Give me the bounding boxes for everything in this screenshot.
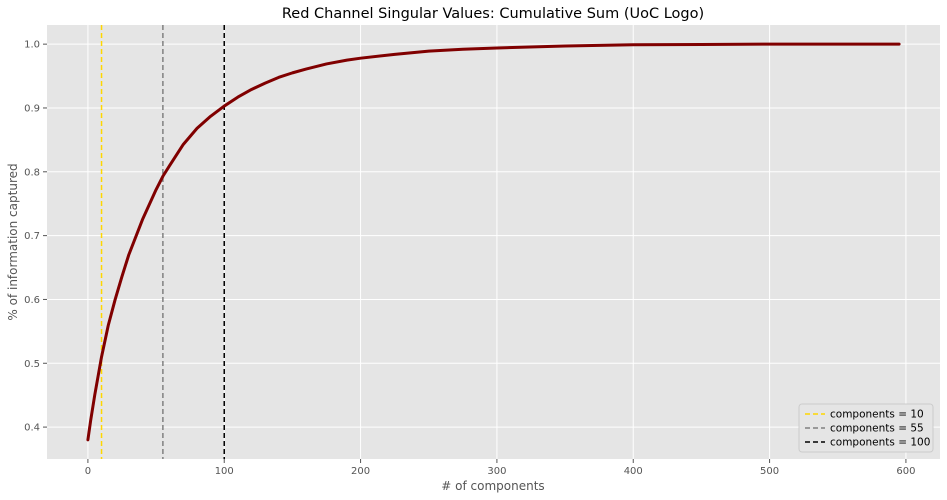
y-tick-label: 1.0 — [24, 40, 40, 51]
legend: components = 10 components = 55 components… — [798, 403, 934, 453]
y-tick-label: 0.9 — [24, 103, 40, 114]
x-axis-label: # of components — [441, 479, 544, 493]
reference-lines — [100, 25, 225, 459]
legend-entry-label: components = 100 — [830, 437, 930, 449]
x-axis-ticks: 0 100 200 300 400 500 600 — [85, 459, 915, 477]
y-tick-label: 0.8 — [24, 167, 40, 178]
series-layer — [86, 42, 901, 442]
x-tick-label: 400 — [624, 466, 643, 477]
legend-entry-label: components = 10 — [830, 409, 924, 421]
y-tick-label: 0.4 — [24, 423, 40, 434]
legend-box — [798, 403, 934, 453]
x-tick-label: 200 — [351, 466, 370, 477]
plot-area — [47, 25, 940, 459]
chart-title: Red Channel Singular Values: Cumulative … — [282, 6, 704, 22]
x-tick-label: 0 — [85, 466, 91, 477]
series-line — [86, 42, 901, 442]
x-tick-label: 100 — [215, 466, 234, 477]
legend-entry-label: components = 55 — [830, 423, 924, 435]
x-tick-label: 500 — [760, 466, 779, 477]
y-axis-label: % of information captured — [6, 163, 20, 320]
y-tick-label: 0.5 — [24, 359, 40, 370]
y-tick-label: 0.6 — [24, 295, 40, 306]
y-axis-ticks: 0.4 0.5 0.6 0.7 0.8 0.9 1.0 — [24, 40, 47, 434]
y-tick-label: 0.7 — [24, 231, 40, 242]
x-tick-label: 600 — [896, 466, 915, 477]
x-tick-label: 300 — [487, 466, 506, 477]
